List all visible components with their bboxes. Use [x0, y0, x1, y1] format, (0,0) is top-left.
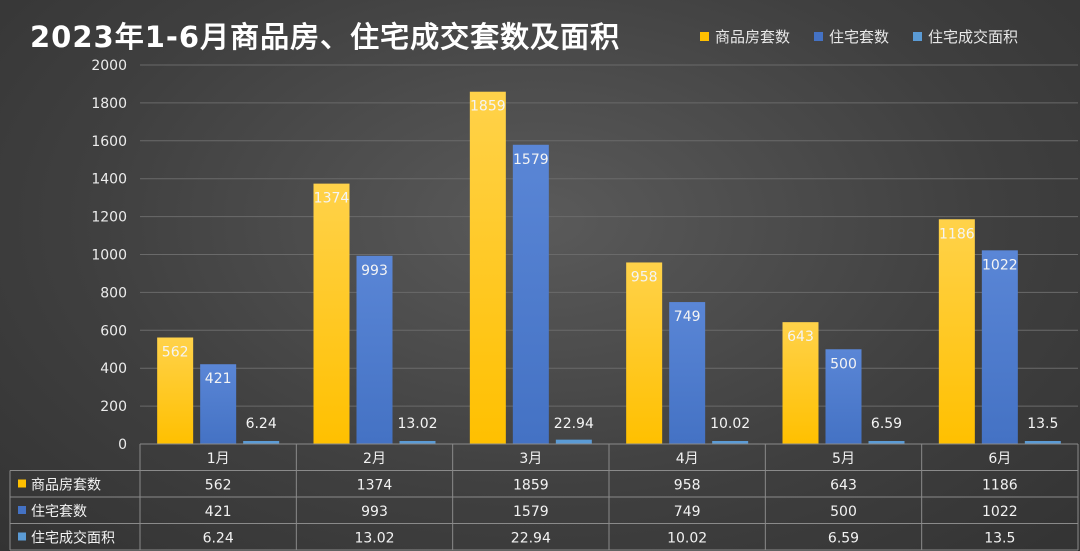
y-tick-label: 2000	[91, 58, 127, 74]
legend-swatch-series-2	[913, 32, 923, 41]
bar-series-2	[243, 441, 280, 444]
bar-series-0	[157, 337, 194, 444]
table-legend-key	[18, 479, 26, 488]
bar-series-2	[555, 439, 592, 444]
x-tick-label: 3月	[519, 451, 542, 467]
table-cell: 1859	[513, 478, 549, 494]
bar-series-1	[200, 364, 237, 444]
bar-series-0	[469, 91, 506, 445]
y-tick-label: 1800	[91, 96, 127, 112]
y-tick-label: 0	[118, 437, 127, 453]
legend-item-series-1: 住宅套数	[814, 26, 889, 47]
legend-label-series-1: 住宅套数	[829, 28, 890, 46]
bar-series-1	[669, 302, 706, 444]
data-label: 1186	[939, 226, 975, 242]
table-cell: 749	[674, 504, 701, 520]
table-cell: 958	[674, 478, 701, 494]
data-label: 749	[674, 309, 701, 325]
y-tick-label: 1000	[91, 248, 127, 264]
data-label: 421	[205, 371, 232, 387]
table-cell: 10.02	[667, 531, 707, 547]
data-label: 643	[787, 329, 814, 345]
table-cell: 1579	[513, 504, 549, 520]
legend-label-series-0: 商品房套数	[715, 28, 791, 46]
table-cell: 6.24	[203, 531, 234, 547]
y-tick-label: 600	[100, 323, 127, 339]
y-tick-label: 1400	[91, 172, 127, 188]
bar-series-1	[825, 349, 862, 444]
data-label: 993	[361, 263, 388, 279]
table-cell: 1374	[357, 478, 393, 494]
bar-series-2	[868, 441, 905, 444]
data-label: 500	[830, 356, 857, 372]
table-cell: 421	[205, 504, 232, 520]
table-legend-key	[18, 532, 26, 541]
bar-series-1	[981, 250, 1018, 444]
legend-swatch-series-0	[700, 32, 709, 41]
data-label: 6.24	[246, 416, 277, 432]
bar-series-0	[313, 183, 350, 444]
data-label: 958	[631, 269, 658, 285]
table-cell: 500	[830, 504, 857, 520]
table-cell: 13.5	[984, 531, 1015, 547]
y-tick-label: 400	[100, 361, 127, 377]
x-tick-label: 2月	[363, 451, 386, 467]
data-label: 1579	[513, 152, 549, 168]
table-row-label: 住宅套数	[31, 504, 87, 520]
table-cell: 13.02	[354, 531, 394, 547]
x-tick-label: 5月	[832, 451, 855, 467]
bar-series-0	[626, 262, 663, 444]
table-cell: 1022	[982, 504, 1018, 520]
table-legend-key	[18, 506, 26, 514]
x-tick-label: 1月	[207, 451, 230, 467]
data-label: 10.02	[710, 416, 750, 432]
legend: 商品房套数 住宅套数 住宅成交面积	[700, 26, 1018, 47]
table-cell: 643	[830, 478, 857, 494]
y-tick-label: 1600	[91, 134, 127, 150]
bar-series-0	[938, 219, 975, 444]
data-label: 22.94	[554, 416, 594, 432]
table-cell: 562	[205, 478, 232, 494]
data-label: 13.02	[397, 416, 437, 432]
data-label: 1859	[470, 99, 506, 115]
legend-item-series-0: 商品房套数	[700, 26, 790, 47]
data-label: 1374	[314, 191, 350, 207]
data-label: 562	[162, 345, 189, 361]
chart-title: 2023年1-6月商品房、住宅成交套数及面积	[30, 20, 621, 54]
legend-swatch-series-1	[814, 32, 824, 41]
table-cell: 1186	[982, 478, 1018, 494]
bar-series-2	[399, 441, 436, 444]
x-tick-label: 6月	[988, 451, 1011, 467]
table-row-label: 住宅成交面积	[31, 530, 115, 547]
table-cell: 6.59	[828, 531, 859, 547]
bar-series-1	[356, 255, 393, 444]
y-tick-label: 200	[100, 399, 127, 415]
y-tick-label: 1200	[91, 210, 127, 226]
table-cell: 993	[361, 504, 388, 520]
y-tick-label: 800	[100, 285, 127, 301]
data-label: 1022	[982, 257, 1018, 273]
data-label: 13.5	[1027, 416, 1058, 432]
bar-series-2	[1024, 441, 1061, 444]
bar-series-0	[782, 322, 819, 444]
table-row-label: 商品房套数	[31, 478, 101, 494]
bar-series-1	[512, 144, 549, 445]
x-tick-label: 4月	[676, 451, 699, 467]
legend-label-series-2: 住宅成交面积	[928, 28, 1019, 46]
data-label: 6.59	[871, 416, 902, 432]
table-cell: 22.94	[511, 531, 551, 547]
bar-series-2	[712, 441, 749, 444]
legend-item-series-2: 住宅成交面积	[913, 26, 1018, 47]
